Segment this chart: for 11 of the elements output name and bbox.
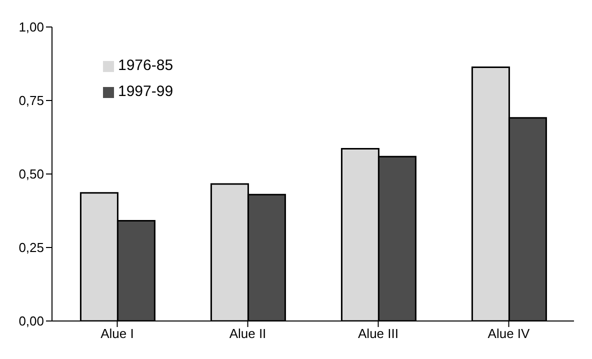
y-tick-label: 0,75 xyxy=(18,93,44,108)
y-tick-label: 1,00 xyxy=(18,20,44,35)
x-tick-label: Alue IV xyxy=(488,326,530,342)
legend-label: 1976-85 xyxy=(118,57,174,74)
x-tick-label: Alue II xyxy=(229,326,266,342)
x-tick-label: Alue III xyxy=(358,326,398,342)
x-tick-label: Alue I xyxy=(100,326,134,342)
y-tick-label: 0,50 xyxy=(18,166,44,182)
y-tick-label: 0,00 xyxy=(18,314,44,329)
legend-label: 1997-99 xyxy=(118,83,174,100)
y-tick-label: 0,25 xyxy=(18,240,44,256)
